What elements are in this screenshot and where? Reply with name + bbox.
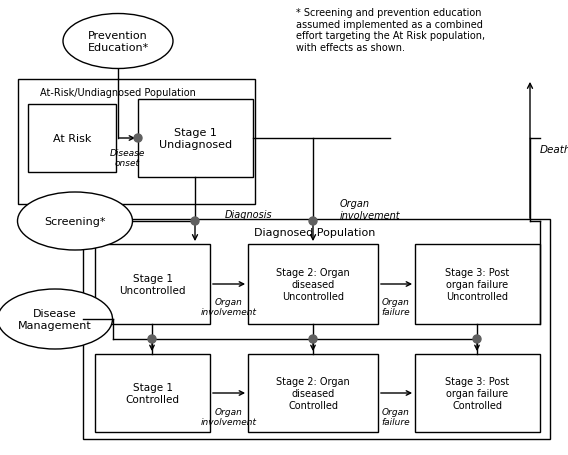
Text: Stage 1
Undiagnosed: Stage 1 Undiagnosed [159, 128, 232, 150]
Text: Organ
failure: Organ failure [382, 407, 410, 426]
Text: Stage 2: Organ
diseased
Controlled: Stage 2: Organ diseased Controlled [276, 377, 350, 410]
Text: Deaths: Deaths [540, 145, 568, 155]
Text: Organ
involvement: Organ involvement [201, 298, 257, 317]
Bar [415, 354, 540, 432]
Circle shape [309, 217, 317, 226]
Ellipse shape [63, 15, 173, 69]
Text: Diagnosed Population: Diagnosed Population [254, 228, 375, 238]
Text: Stage 3: Post
organ failure
Uncontrolled: Stage 3: Post organ failure Uncontrolled [445, 268, 509, 301]
Bar [248, 244, 378, 324]
Circle shape [473, 335, 481, 343]
Text: Organ
failure: Organ failure [382, 298, 410, 317]
Bar [95, 354, 210, 432]
Text: At-Risk/Undiagnosed Population: At-Risk/Undiagnosed Population [40, 88, 196, 98]
Bar [415, 244, 540, 324]
Bar [95, 244, 210, 324]
Circle shape [134, 135, 142, 143]
Text: Stage 1
Controlled: Stage 1 Controlled [126, 382, 179, 404]
Bar [28, 105, 116, 172]
Text: Stage 3: Post
organ failure
Controlled: Stage 3: Post organ failure Controlled [445, 377, 509, 410]
Text: Stage 2: Organ
diseased
Uncontrolled: Stage 2: Organ diseased Uncontrolled [276, 268, 350, 301]
Text: Screening*: Screening* [44, 217, 106, 227]
Text: At Risk: At Risk [53, 134, 91, 144]
Text: * Screening and prevention education
assumed implemented as a combined
effort ta: * Screening and prevention education ass… [296, 8, 485, 53]
Bar [138, 100, 253, 177]
Text: Disease
onset: Disease onset [109, 149, 145, 168]
Text: Disease
Management: Disease Management [18, 308, 92, 330]
Bar [248, 354, 378, 432]
Text: Organ
involvement: Organ involvement [340, 199, 400, 220]
Text: Prevention
Education*: Prevention Education* [87, 31, 149, 53]
Bar [18, 80, 255, 205]
Text: Organ
involvement: Organ involvement [201, 407, 257, 426]
Circle shape [148, 335, 156, 343]
Circle shape [309, 335, 317, 343]
Text: Stage 1
Uncontrolled: Stage 1 Uncontrolled [119, 273, 186, 295]
Ellipse shape [18, 192, 132, 250]
Ellipse shape [0, 289, 112, 349]
Text: Diagnosis: Diagnosis [225, 210, 273, 219]
Bar [83, 219, 550, 439]
Circle shape [191, 217, 199, 226]
